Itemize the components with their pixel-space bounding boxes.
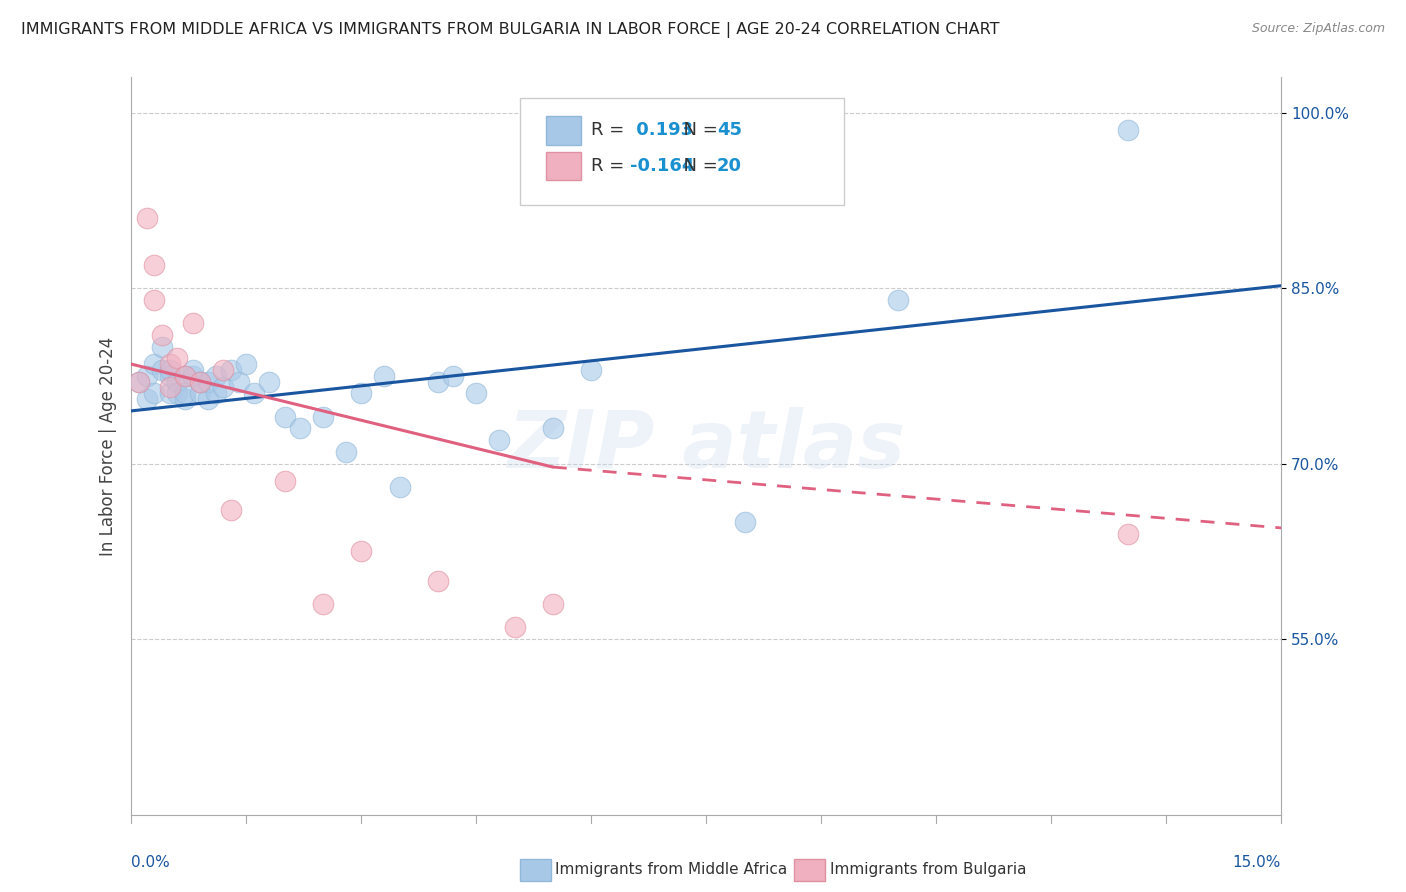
Text: N =: N =	[672, 157, 724, 175]
Text: 15.0%: 15.0%	[1233, 855, 1281, 870]
Text: R =: R =	[591, 121, 630, 139]
Point	[174, 368, 197, 383]
Text: Source: ZipAtlas.com: Source: ZipAtlas.com	[1251, 22, 1385, 36]
Text: ZIP atlas: ZIP atlas	[508, 407, 905, 485]
Point	[128, 375, 150, 389]
Text: 0.193: 0.193	[630, 121, 693, 139]
Point	[465, 386, 488, 401]
Point	[288, 421, 311, 435]
Point	[135, 211, 157, 225]
Point	[128, 375, 150, 389]
Point	[135, 392, 157, 407]
Point	[243, 386, 266, 401]
Point	[579, 363, 602, 377]
Point	[312, 597, 335, 611]
Point	[204, 368, 226, 383]
Point	[350, 544, 373, 558]
Point	[159, 357, 181, 371]
Point	[219, 363, 242, 377]
Point	[541, 421, 564, 435]
Point	[135, 368, 157, 383]
Point	[212, 380, 235, 394]
Point	[350, 386, 373, 401]
Text: 0.0%: 0.0%	[131, 855, 170, 870]
Text: N =: N =	[672, 121, 724, 139]
Text: IMMIGRANTS FROM MIDDLE AFRICA VS IMMIGRANTS FROM BULGARIA IN LABOR FORCE | AGE 2: IMMIGRANTS FROM MIDDLE AFRICA VS IMMIGRA…	[21, 22, 1000, 38]
Point	[159, 380, 181, 394]
Y-axis label: In Labor Force | Age 20-24: In Labor Force | Age 20-24	[100, 336, 117, 556]
Point	[273, 409, 295, 424]
Text: Immigrants from Bulgaria: Immigrants from Bulgaria	[830, 863, 1026, 877]
Point	[143, 357, 166, 371]
Point	[335, 445, 357, 459]
Point	[174, 392, 197, 407]
Text: -0.164: -0.164	[630, 157, 695, 175]
Point	[188, 375, 211, 389]
Point	[1116, 526, 1139, 541]
Point	[159, 363, 181, 377]
Point	[441, 368, 464, 383]
Point	[373, 368, 395, 383]
Point	[204, 386, 226, 401]
Point	[150, 327, 173, 342]
Point	[174, 368, 197, 383]
Point	[181, 316, 204, 330]
Point	[388, 480, 411, 494]
Point	[181, 368, 204, 383]
Point	[426, 574, 449, 588]
Point	[887, 293, 910, 307]
Point	[150, 340, 173, 354]
Point	[503, 620, 526, 634]
Point	[734, 515, 756, 529]
Point	[488, 433, 510, 447]
Point	[188, 375, 211, 389]
Point	[273, 474, 295, 488]
Point	[143, 258, 166, 272]
Point	[166, 375, 188, 389]
Point	[143, 386, 166, 401]
Point	[197, 392, 219, 407]
Point	[166, 386, 188, 401]
Point	[188, 386, 211, 401]
Point	[235, 357, 257, 371]
Point	[257, 375, 280, 389]
Point	[197, 375, 219, 389]
Point	[228, 375, 250, 389]
Point	[143, 293, 166, 307]
Point	[312, 409, 335, 424]
Point	[426, 375, 449, 389]
Point	[174, 386, 197, 401]
Point	[159, 368, 181, 383]
Point	[219, 503, 242, 517]
Point	[150, 363, 173, 377]
Point	[181, 363, 204, 377]
Point	[212, 363, 235, 377]
Text: 45: 45	[717, 121, 742, 139]
Point	[159, 386, 181, 401]
Text: Immigrants from Middle Africa: Immigrants from Middle Africa	[555, 863, 787, 877]
Text: R =: R =	[591, 157, 630, 175]
Point	[1116, 123, 1139, 137]
Text: 20: 20	[717, 157, 742, 175]
Point	[541, 597, 564, 611]
Point	[166, 351, 188, 366]
